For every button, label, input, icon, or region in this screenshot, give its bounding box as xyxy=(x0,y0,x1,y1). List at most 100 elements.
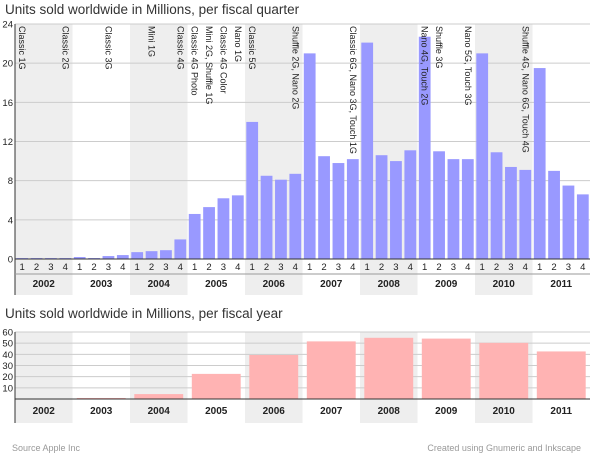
y-tick-label: 0 xyxy=(8,255,13,266)
year-label: 2010 xyxy=(493,406,516,417)
quarter-tick-label: 3 xyxy=(221,262,226,273)
product-annotation: Nano 5G, Touch 3G xyxy=(463,26,473,105)
bar-2003 xyxy=(76,397,126,399)
bar-2005-q1 xyxy=(188,213,201,259)
bar-2006-q3 xyxy=(275,179,287,259)
y-tick-label: 4 xyxy=(8,215,13,226)
bar-2006-q2 xyxy=(260,175,273,259)
year-label: 2011 xyxy=(550,279,572,290)
y-tick-label: 60 xyxy=(2,328,13,339)
y-tick-label: 8 xyxy=(8,176,13,187)
quarter-tick-label: 2 xyxy=(436,262,441,273)
bar-2005-q3 xyxy=(217,198,230,259)
quarter-tick-label: 2 xyxy=(34,262,39,273)
quarter-tick-label: 1 xyxy=(422,262,427,273)
year-label: 2006 xyxy=(263,279,286,290)
bar-2009-q3 xyxy=(447,159,460,259)
product-annotation: Classic 4G xyxy=(175,26,185,70)
year-label: 2003 xyxy=(90,406,113,417)
year-label: 2010 xyxy=(493,279,516,290)
bar-2007-q1 xyxy=(303,53,316,259)
year-label: 2002 xyxy=(33,279,56,290)
quarter-tick-label: 2 xyxy=(91,262,96,273)
year-label: 2002 xyxy=(33,406,56,417)
bar-2005 xyxy=(191,373,241,399)
quarter-tick-label: 1 xyxy=(365,262,370,273)
credit-note: Created using Gnumeric and Inkscape xyxy=(427,443,581,453)
bar-2003-q3 xyxy=(102,256,115,259)
quarter-tick-label: 4 xyxy=(465,262,470,273)
product-annotation: Shuffle 4G, Nano 6G, Touch 4G xyxy=(520,26,530,153)
bar-2007-q3 xyxy=(332,163,345,259)
bar-2009-q4 xyxy=(461,159,474,259)
quarter-tick-label: 4 xyxy=(523,262,528,273)
quarter-tick-label: 4 xyxy=(350,262,355,273)
quarter-tick-label: 4 xyxy=(580,262,585,273)
quarter-tick-label: 1 xyxy=(307,262,312,273)
year-label: 2006 xyxy=(263,406,286,417)
quarter-tick-label: 4 xyxy=(408,262,413,273)
year-label: 2011 xyxy=(550,406,572,417)
bar-2004-q2 xyxy=(145,251,158,259)
year-label: 2008 xyxy=(378,406,401,417)
bar-2010-q2 xyxy=(490,152,503,259)
quarter-tick-label: 3 xyxy=(393,262,398,273)
quarter-tick-label: 4 xyxy=(178,262,183,273)
product-annotation: Classic 4G Photo xyxy=(190,26,200,96)
bar-2010 xyxy=(479,342,529,399)
bar-2006-q1 xyxy=(246,121,259,260)
quarter-tick-label: 2 xyxy=(264,262,269,273)
year-band xyxy=(15,332,73,423)
bar-2008-q1 xyxy=(361,42,374,259)
quarter-tick-label: 1 xyxy=(537,262,542,273)
bar-2009-q1 xyxy=(418,36,431,259)
quarter-tick-label: 2 xyxy=(379,262,384,273)
bar-2003-q1 xyxy=(73,257,86,259)
quarter-tick-label: 3 xyxy=(48,262,53,273)
bar-2009 xyxy=(421,338,471,399)
bar-2011-q1 xyxy=(533,68,546,259)
yearly-chart-title: Units sold worldwide in Millions, per fi… xyxy=(5,306,283,321)
quarter-tick-label: 3 xyxy=(336,262,341,273)
product-annotation: Mini 2G, Shuffle 1G xyxy=(204,26,214,104)
bar-2008-q4 xyxy=(404,150,417,259)
bar-2003-q4 xyxy=(116,255,129,259)
bar-2009-q2 xyxy=(433,151,445,259)
bar-2011 xyxy=(536,351,586,399)
year-band xyxy=(15,24,73,295)
year-label: 2009 xyxy=(435,406,458,417)
quarter-tick-label: 1 xyxy=(20,262,25,273)
quarter-tick-label: 3 xyxy=(451,262,456,273)
quarter-tick-label: 3 xyxy=(278,262,283,273)
quarter-tick-label: 3 xyxy=(106,262,111,273)
bar-2010-q1 xyxy=(476,53,489,259)
year-label: 2004 xyxy=(148,406,171,417)
year-label: 2003 xyxy=(90,279,113,290)
y-tick-label: 30 xyxy=(2,361,13,372)
year-label: 2007 xyxy=(320,406,343,417)
bar-2006 xyxy=(249,355,299,399)
quarter-tick-label: 1 xyxy=(250,262,255,273)
quarter-tick-label: 4 xyxy=(235,262,240,273)
quarter-tick-label: 3 xyxy=(163,262,168,273)
product-annotation: Nano 1G xyxy=(233,26,243,62)
source-note: Source Apple Inc xyxy=(12,443,81,453)
product-annotation: Classic 2G xyxy=(60,26,70,70)
y-tick-label: 40 xyxy=(2,350,13,361)
product-annotation: Classic 6G, Nano 3G, Touch 1G xyxy=(348,26,358,154)
bar-2010-q4 xyxy=(519,169,532,259)
quarter-tick-label: 2 xyxy=(494,262,499,273)
year-band xyxy=(130,332,188,423)
quarter-tick-label: 3 xyxy=(566,262,571,273)
quarter-tick-label: 4 xyxy=(63,262,68,273)
y-tick-label: 12 xyxy=(2,137,13,148)
quarter-tick-label: 1 xyxy=(480,262,485,273)
quarter-tick-label: 1 xyxy=(192,262,197,273)
year-label: 2004 xyxy=(148,279,171,290)
product-annotation: Classic 5G xyxy=(247,26,257,70)
bar-2007-q2 xyxy=(318,156,330,259)
bar-2011-q4 xyxy=(576,194,589,259)
y-tick-label: 10 xyxy=(2,383,13,394)
